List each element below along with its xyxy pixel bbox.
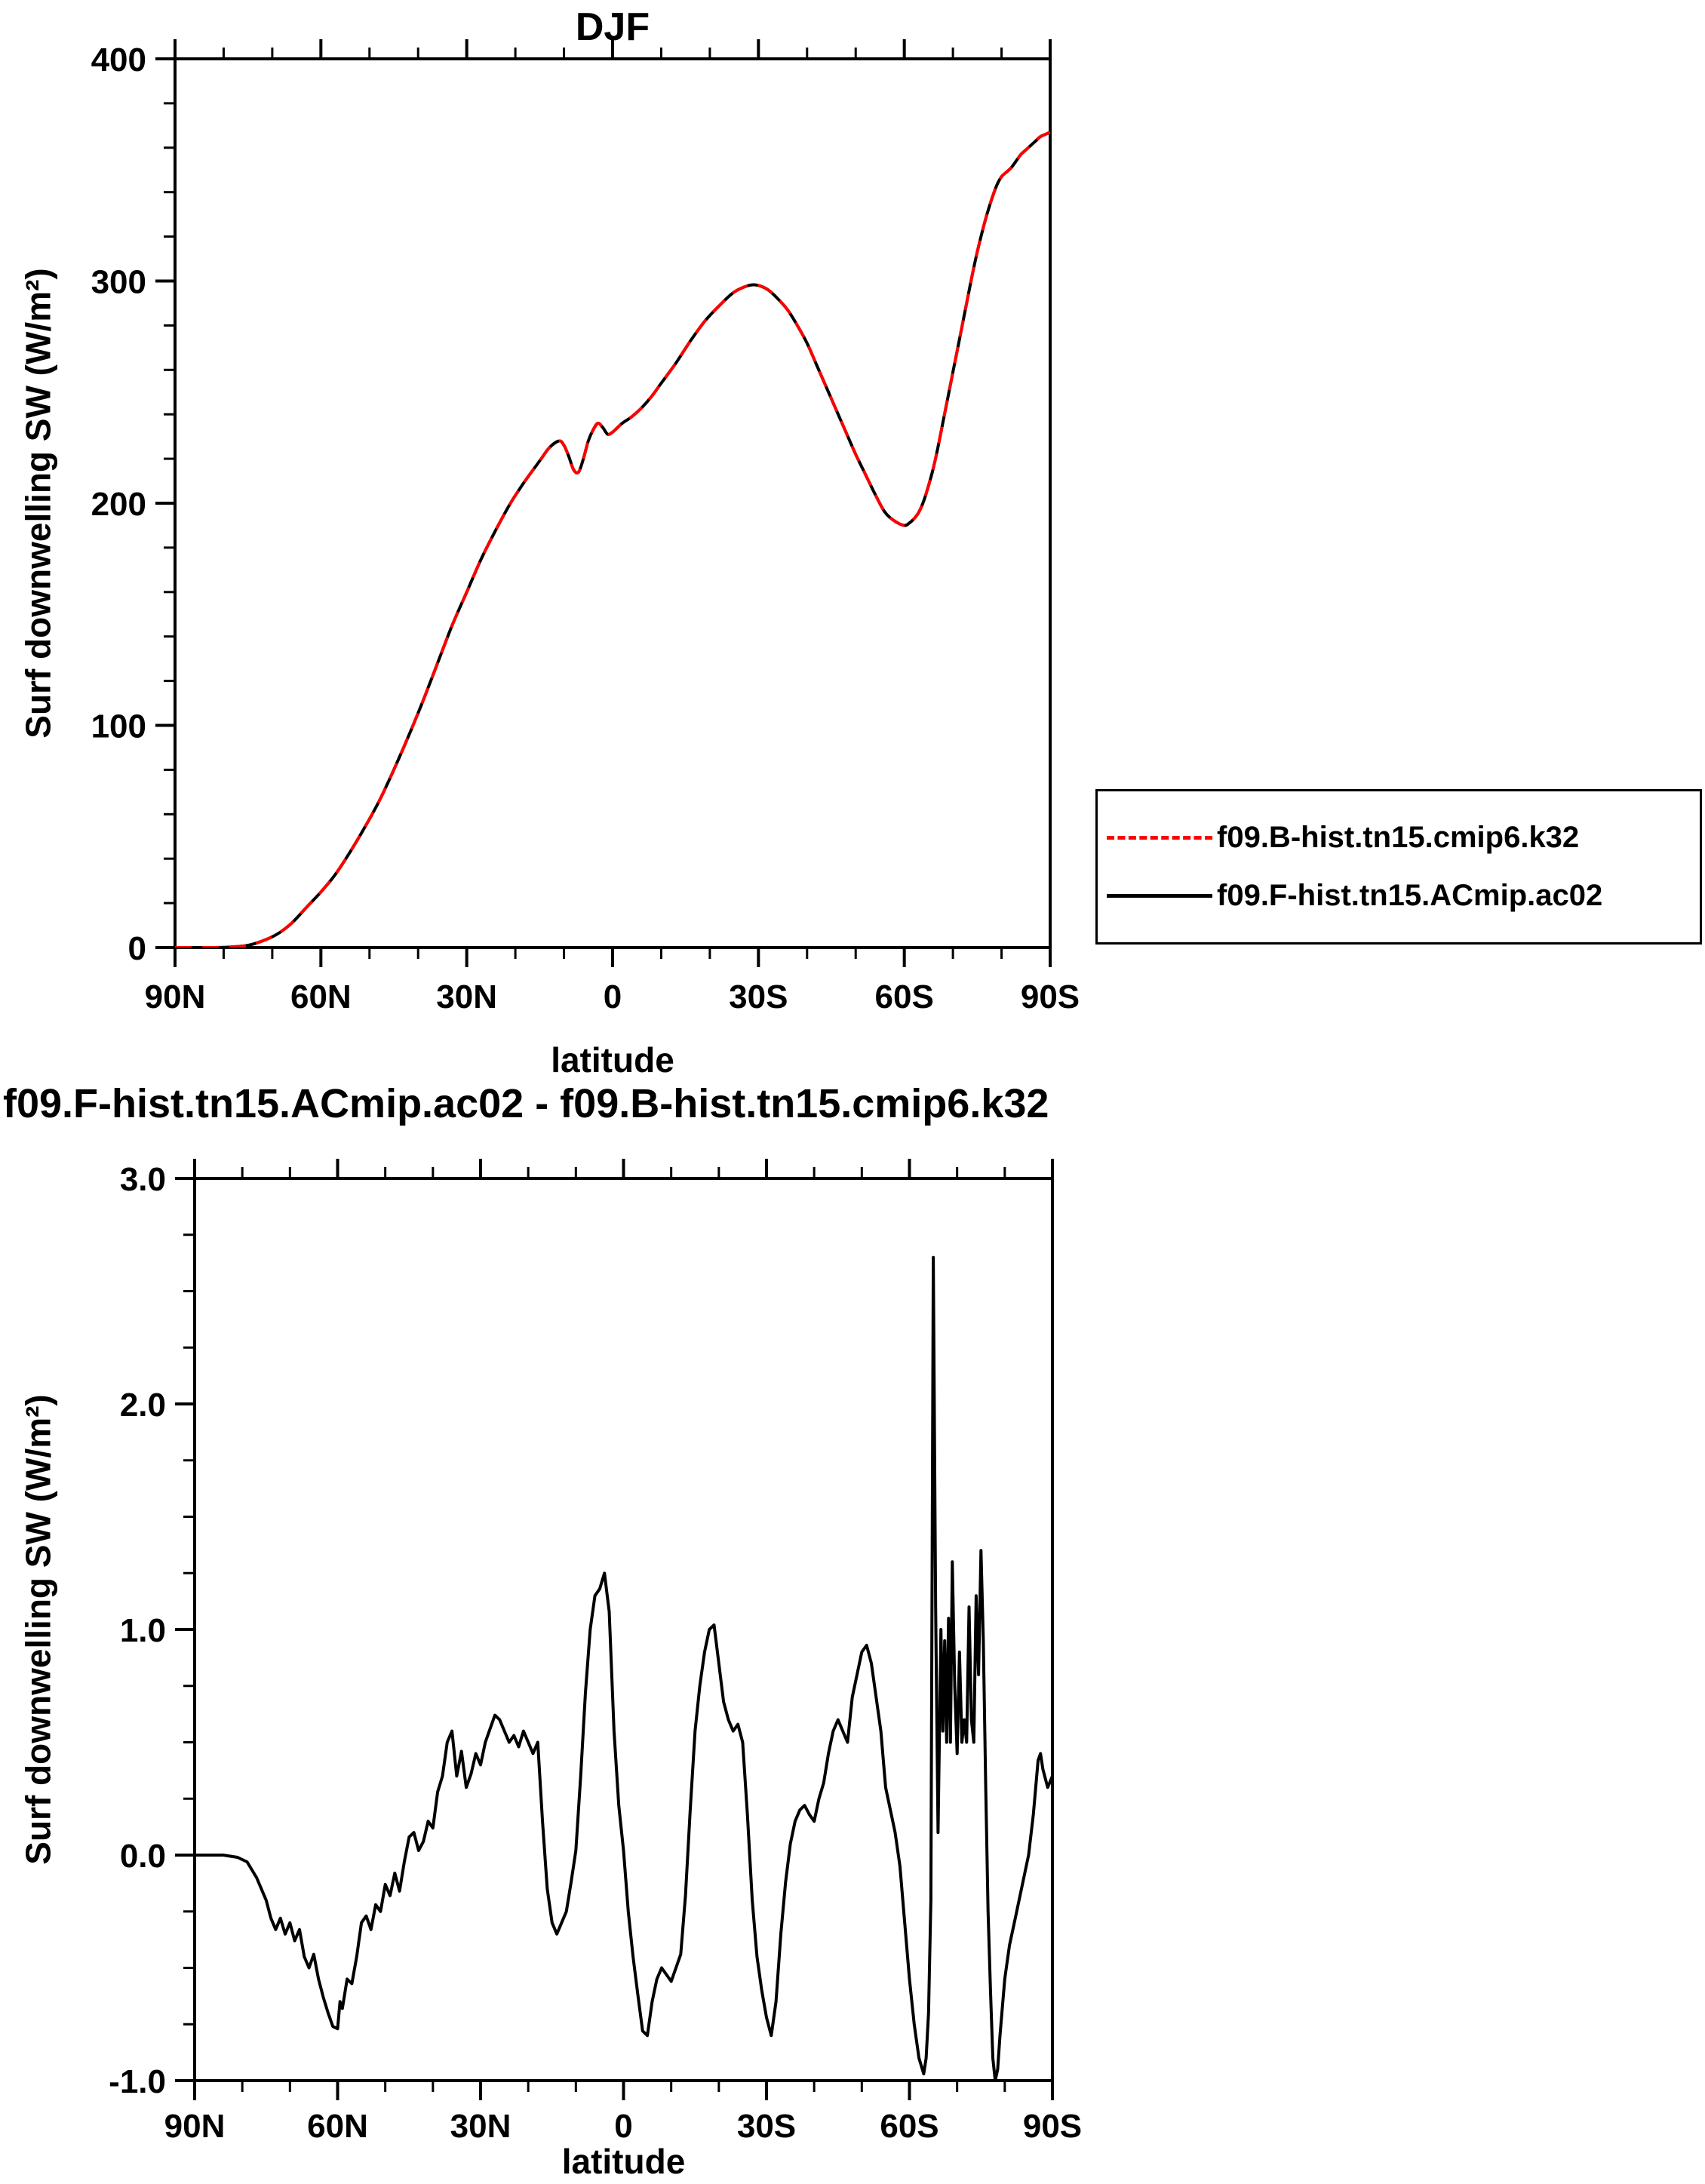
svg-text:90S: 90S — [1021, 978, 1080, 1015]
svg-text:-1.0: -1.0 — [109, 2063, 166, 2100]
svg-text:0: 0 — [604, 978, 622, 1015]
svg-text:3.0: 3.0 — [120, 1161, 166, 1198]
svg-text:200: 200 — [91, 486, 146, 523]
top-chart-title: DJF — [575, 5, 650, 49]
bottom-x-axis-label: latitude — [561, 2142, 686, 2181]
top-y-axis-label: Surf downwelling SW (W/m²) — [19, 268, 59, 739]
legend: f09.B-hist.tn15.cmip6.k32 f09.F-hist.tn1… — [1095, 789, 1702, 945]
svg-text:60N: 60N — [307, 2108, 368, 2145]
svg-text:30S: 30S — [729, 978, 788, 1015]
svg-text:400: 400 — [91, 41, 146, 78]
svg-text:90N: 90N — [164, 2108, 226, 2145]
legend-label-red: f09.B-hist.tn15.cmip6.k32 — [1217, 820, 1580, 854]
svg-text:60S: 60S — [875, 978, 934, 1015]
red-dashed-line-sample — [1107, 835, 1212, 840]
svg-text:2.0: 2.0 — [120, 1387, 166, 1424]
legend-label-black: f09.F-hist.tn15.ACmip.ac02 — [1217, 879, 1603, 913]
svg-text:100: 100 — [91, 708, 146, 745]
svg-text:30N: 30N — [436, 978, 497, 1015]
svg-text:90S: 90S — [1023, 2108, 1082, 2145]
svg-text:0: 0 — [128, 930, 146, 967]
legend-entry-black: f09.F-hist.tn15.ACmip.ac02 — [1098, 879, 1700, 913]
top-x-axis-label: latitude — [551, 1040, 674, 1080]
legend-entry-red: f09.B-hist.tn15.cmip6.k32 — [1098, 821, 1700, 855]
svg-text:0: 0 — [614, 2108, 632, 2145]
svg-text:1.0: 1.0 — [120, 1612, 166, 1649]
bottom-chart-title: f09.F-hist.tn15.ACmip.ac02 - f09.B-hist.… — [3, 1081, 1049, 1126]
top-y-axis-label-wrap: Surf downwelling SW (W/m²) — [5, 59, 72, 948]
svg-text:0.0: 0.0 — [120, 1838, 166, 1875]
svg-text:90N: 90N — [145, 978, 206, 1015]
svg-text:30S: 30S — [737, 2108, 796, 2145]
svg-text:60S: 60S — [880, 2108, 939, 2145]
bottom-y-axis-label-wrap: Surf downwelling SW (W/m²) — [5, 1178, 72, 2081]
svg-text:30N: 30N — [450, 2108, 512, 2145]
svg-text:300: 300 — [91, 264, 146, 301]
svg-text:60N: 60N — [290, 978, 352, 1015]
bottom-y-axis-label: Surf downwelling SW (W/m²) — [19, 1394, 59, 1865]
black-solid-line-sample — [1107, 894, 1212, 898]
